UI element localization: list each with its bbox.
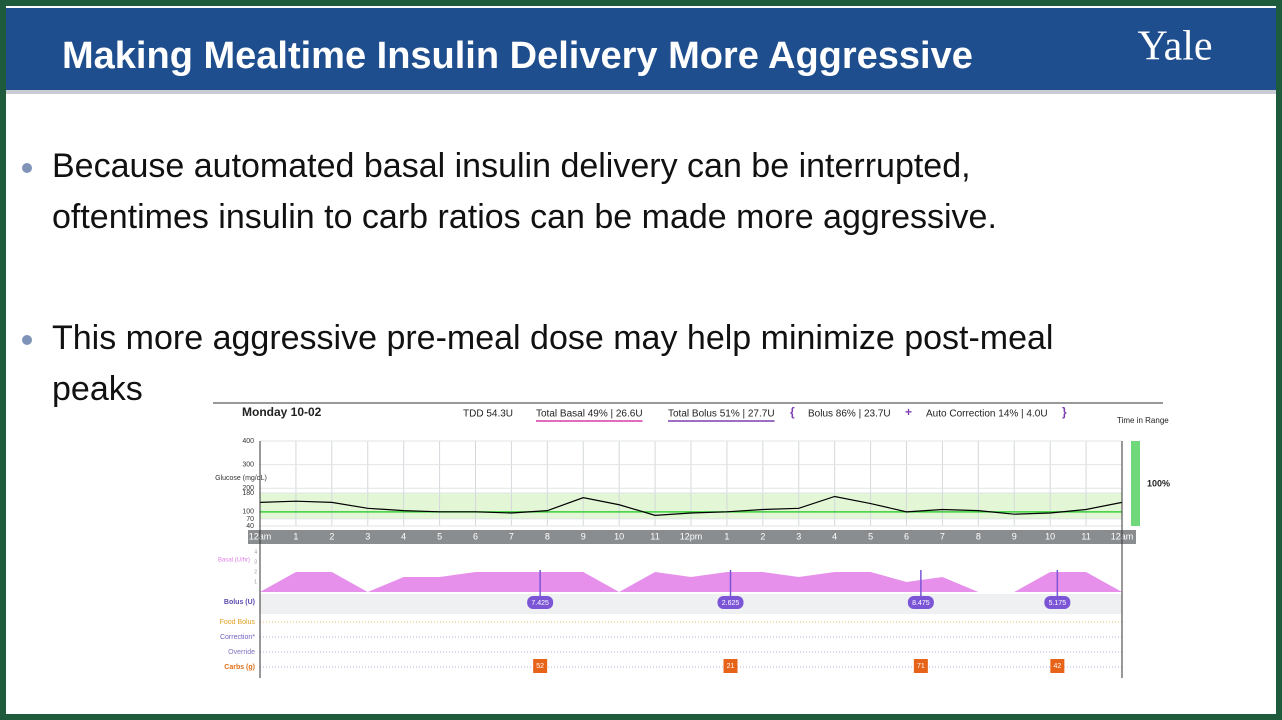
summary-item: Total Bolus 51% | 27.7U (668, 409, 775, 420)
carb-value: 52 (536, 663, 544, 670)
bolus-value: 2.625 (722, 600, 740, 607)
x-tick-label: 7 (940, 531, 945, 541)
bullet-dot (22, 163, 32, 173)
summary-symbol: { (790, 405, 795, 419)
bullet-text: Because automated basal insulin delivery… (52, 147, 971, 185)
bullet-text: This more aggressive pre-meal dose may h… (52, 319, 1054, 357)
carb-value: 71 (917, 663, 925, 670)
row-label: Food Bolus (220, 619, 256, 626)
x-tick-label: 3 (796, 531, 801, 541)
x-tick-label: 10 (614, 531, 624, 541)
row-label: Correction* (220, 634, 255, 641)
x-tick-label: 9 (1012, 531, 1017, 541)
slide-title: Making Mealtime Insulin Delivery More Ag… (62, 35, 973, 77)
tir-value: 100% (1147, 478, 1170, 488)
y-tick-label: 200 (242, 485, 254, 492)
basal-label: Basal (U/hr) (218, 558, 250, 564)
bolus-marker (527, 596, 554, 609)
bullet-dot (22, 335, 32, 345)
basal-area (260, 572, 1122, 592)
row-label: Carbs (g) (224, 664, 255, 671)
x-tick-label: 11 (1081, 531, 1090, 541)
x-tick-label: 7 (509, 531, 514, 541)
report-day: Monday 10-02 (242, 405, 322, 419)
tir-bar (1131, 441, 1140, 526)
x-tick-label: 5 (868, 531, 873, 541)
x-tick-label: 10 (1045, 531, 1055, 541)
basal-tick: 4 (254, 549, 257, 555)
x-tick-label: 6 (473, 531, 478, 541)
x-tick-label: 11 (650, 531, 659, 541)
glucose-line (259, 495, 1123, 516)
x-tick-label: 8 (976, 531, 981, 541)
y-tick-label: 400 (242, 438, 254, 445)
x-tick-label: 1 (724, 531, 729, 541)
x-tick-label: 8 (545, 531, 550, 541)
y-tick-label: 100 (242, 509, 254, 516)
x-tick-label: 3 (365, 531, 370, 541)
y-tick-label: 40 (246, 523, 254, 530)
row-label: Bolus (U) (224, 599, 255, 606)
hour-strip (248, 530, 1136, 544)
glucose-label: Glucose (mg/dL) (215, 475, 267, 482)
summary-item: Auto Correction 14% | 4.0U (926, 409, 1048, 420)
carb-marker (913, 659, 928, 673)
y-tick-label: 180 (242, 490, 254, 497)
header-rule (6, 90, 1276, 94)
bolus-marker (907, 596, 934, 609)
x-tick-label: 6 (904, 531, 909, 541)
x-tick-label: 2 (329, 531, 334, 541)
bolus-marker (1044, 596, 1071, 609)
carb-marker (533, 659, 548, 673)
bullet-text: oftentimes insulin to carb ratios can be… (52, 198, 997, 236)
header-band (6, 8, 1276, 90)
basal-tick: 1 (254, 579, 257, 585)
x-tick-label: 1 (293, 531, 298, 541)
bolus-row (260, 594, 1122, 614)
y-tick-label: 70 (246, 516, 254, 523)
carb-value: 21 (727, 663, 735, 670)
x-tick-label: 4 (401, 531, 406, 541)
carb-marker (1050, 659, 1065, 673)
x-tick-label: 2 (760, 531, 765, 541)
carb-value: 42 (1053, 663, 1061, 670)
x-tick-label: 4 (832, 531, 837, 541)
basal-tick: 2 (254, 569, 257, 575)
summary-item: Bolus 86% | 23.7U (808, 409, 891, 420)
summary-item: Total Basal 49% | 26.6U (536, 409, 643, 420)
carb-marker (723, 659, 738, 673)
summary-symbol: + (905, 405, 912, 419)
bolus-marker (717, 596, 744, 609)
row-label: Override (228, 649, 255, 656)
tir-label: Time in Range (1117, 416, 1169, 425)
x-tick-label: 9 (581, 531, 586, 541)
y-tick-label: 300 (242, 461, 254, 468)
x-tick-label: 12pm (680, 531, 703, 541)
basal-tick: 3 (254, 559, 257, 565)
x-tick-label: 5 (437, 531, 442, 541)
bullet-text: peaks (52, 370, 143, 408)
summary-symbol: } (1062, 405, 1067, 419)
bolus-value: 7.425 (531, 600, 549, 607)
summary-item: TDD 54.3U (463, 409, 513, 420)
bolus-value: 8.475 (912, 600, 930, 607)
logo: Yale (1137, 24, 1212, 70)
bolus-value: 5.175 (1049, 600, 1067, 607)
